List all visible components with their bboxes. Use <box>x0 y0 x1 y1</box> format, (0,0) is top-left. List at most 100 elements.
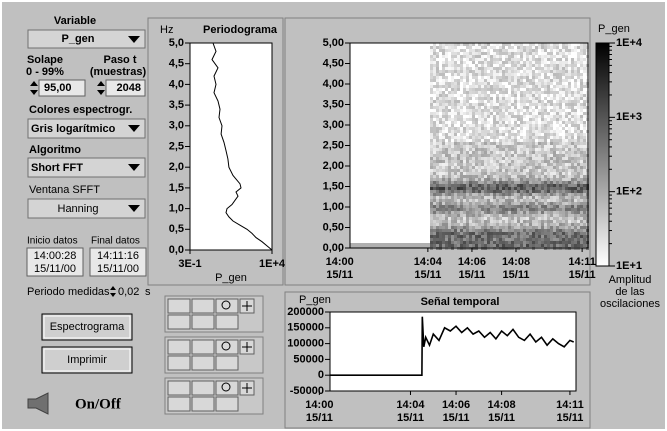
palette-button[interactable] <box>192 299 214 313</box>
spectrogram-pixel <box>484 208 487 211</box>
palette-button[interactable] <box>216 356 238 370</box>
dropdown[interactable]: Short FFT <box>28 158 145 177</box>
toggle[interactable]: On/Off <box>28 393 122 414</box>
spectrogram-pixel <box>511 238 514 241</box>
spectrogram-pixel <box>442 118 445 121</box>
button[interactable]: Imprimir <box>42 347 132 373</box>
spectrogram-pixel <box>433 58 436 61</box>
palette-button[interactable] <box>192 356 214 370</box>
spectrogram-pixel <box>562 136 565 139</box>
colorbar-tick-label: 1E+2 <box>616 186 642 198</box>
spectrogram-pixel <box>550 139 553 142</box>
spectrogram-pixel <box>484 214 487 217</box>
spectrogram-pixel <box>550 175 553 178</box>
spectrogram-pixel <box>493 130 496 133</box>
spectrogram-pixel <box>541 124 544 127</box>
palette-button[interactable] <box>216 315 238 329</box>
palette-button[interactable] <box>192 381 214 395</box>
palette-button[interactable] <box>168 356 190 370</box>
palette-button[interactable] <box>216 397 238 411</box>
spectrogram-pixel <box>514 166 517 169</box>
spectrogram-pixel <box>508 157 511 160</box>
spectrogram-pixel <box>523 160 526 163</box>
spectrogram-pixel <box>511 58 514 61</box>
spectrogram-pixel <box>514 136 517 139</box>
spectrogram-pixel <box>478 199 481 202</box>
spectrogram-pixel <box>454 106 457 109</box>
palette-button[interactable] <box>168 381 190 395</box>
spectrogram-pixel <box>487 103 490 106</box>
spectrogram-pixel <box>580 241 583 244</box>
dropdown[interactable]: Hanning <box>28 199 145 218</box>
spectrogram-pixel <box>550 196 553 199</box>
spectrogram-pixel <box>583 103 586 106</box>
spectrogram-pixel <box>490 115 493 118</box>
spectrogram-pixel <box>523 220 526 223</box>
spectrogram-pixel <box>538 58 541 61</box>
spectrogram-pixel <box>463 118 466 121</box>
spectrogram-pixel <box>469 118 472 121</box>
spectrogram-pixel <box>547 157 550 160</box>
spectrogram-pixel <box>448 184 451 187</box>
spectrogram-pixel <box>532 187 535 190</box>
spectrogram-pixel <box>535 112 538 115</box>
spectrogram-pixel <box>487 46 490 49</box>
spectrogram-pixel <box>574 244 577 247</box>
spectrogram-pixel <box>484 79 487 82</box>
dropdown[interactable]: Gris logarítmico <box>28 119 145 138</box>
spectrogram-pixel <box>478 163 481 166</box>
spectrogram-pixel <box>553 133 556 136</box>
spectrogram-pixel <box>583 139 586 142</box>
x-tick-label: 14:04 <box>414 256 443 268</box>
spectrogram-pixel <box>430 76 433 79</box>
spectrogram-pixel <box>454 190 457 193</box>
palette-button[interactable] <box>168 299 190 313</box>
spectrogram-pixel <box>490 211 493 214</box>
spectrogram-pixel <box>580 136 583 139</box>
spectrogram-pixel <box>553 109 556 112</box>
spectrogram-pixel <box>451 208 454 211</box>
spectrogram-pixel <box>565 97 568 100</box>
spectrogram-pixel <box>574 100 577 103</box>
spectrogram-pixel <box>547 91 550 94</box>
spectrogram-pixel <box>541 49 544 52</box>
spectrogram-pixel <box>430 133 433 136</box>
spectrogram-pixel <box>496 121 499 124</box>
spectrogram-pixel <box>523 172 526 175</box>
spectrogram-pixel <box>520 91 523 94</box>
spectrogram-pixel <box>544 202 547 205</box>
spectrogram-pixel <box>487 118 490 121</box>
spectrogram-pixel <box>526 121 529 124</box>
spectrogram-pixel <box>559 97 562 100</box>
spectrogram-pixel <box>448 124 451 127</box>
spectrogram-pixel <box>514 160 517 163</box>
spectrogram-pixel <box>433 46 436 49</box>
spectrogram-pixel <box>466 133 469 136</box>
spectrogram-pixel <box>478 61 481 64</box>
palette-button[interactable] <box>192 340 214 354</box>
dropdown[interactable]: P_gen <box>28 30 145 48</box>
spectrogram-pixel <box>535 175 538 178</box>
spectrogram-pixel <box>568 232 571 235</box>
spectrogram-pixel <box>580 70 583 73</box>
palette-button[interactable] <box>168 397 190 411</box>
spectrogram-pixel <box>508 160 511 163</box>
palette-button[interactable] <box>192 315 214 329</box>
palette-button[interactable] <box>192 397 214 411</box>
palette-button[interactable] <box>168 340 190 354</box>
spectrogram-pixel <box>535 91 538 94</box>
spectrogram-pixel <box>487 175 490 178</box>
spectrogram-pixel <box>547 220 550 223</box>
spectrogram-pixel <box>445 196 448 199</box>
spectrogram-pixel <box>436 94 439 97</box>
spectrogram-pixel <box>577 190 580 193</box>
spectrogram-pixel <box>463 172 466 175</box>
spectrogram-pixel <box>502 184 505 187</box>
spectrogram-pixel <box>583 196 586 199</box>
spectrogram-pixel <box>442 103 445 106</box>
spectrogram-pixel <box>514 58 517 61</box>
spectrogram-pixel <box>454 103 457 106</box>
palette-button[interactable] <box>168 315 190 329</box>
button[interactable]: Espectrograma <box>42 314 132 340</box>
spectrogram-pixel <box>484 61 487 64</box>
